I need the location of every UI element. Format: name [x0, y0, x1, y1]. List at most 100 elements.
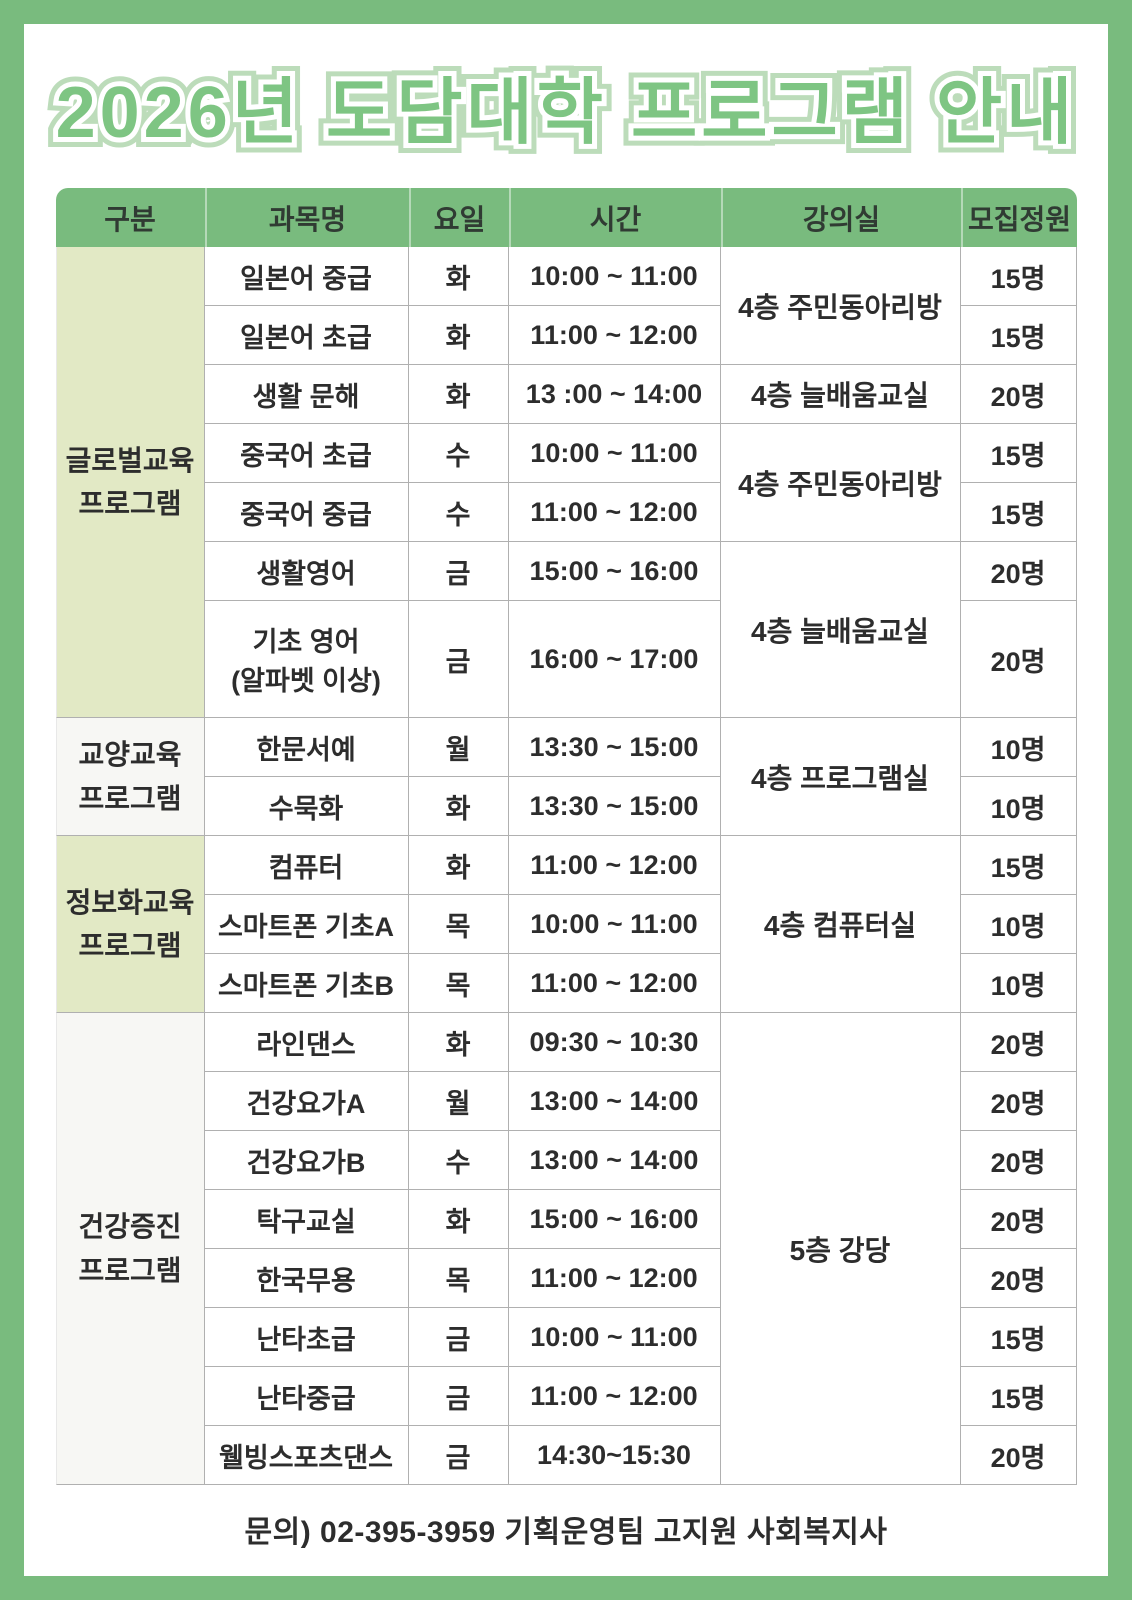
table-row: 스마트폰 기초B 목 11:00 ~ 12:00 10명: [56, 954, 1077, 1013]
cell-time: 15:00 ~ 16:00: [508, 1190, 721, 1249]
table-row: 한국무용 목 11:00 ~ 12:00 20명: [56, 1249, 1077, 1308]
cell-day: 금: [408, 1308, 509, 1367]
cell-time: 11:00 ~ 12:00: [508, 836, 721, 895]
cell-time: 10:00 ~ 11:00: [508, 895, 721, 954]
table-row: 건강증진 프로그램 라인댄스 화 09:30 ~ 10:30 5층 강당 20명: [55, 1013, 1077, 1485]
cell-day: 금: [408, 1367, 509, 1426]
page-title-outline-white: 2026년 도담대학 프로그램 안내: [51, 68, 1078, 158]
cell-subject: 스마트폰 기초B: [204, 954, 409, 1013]
cell-subject: 난타초급: [204, 1308, 409, 1367]
cell-subject: 일본어 중급: [204, 247, 409, 306]
table-row: 웰빙스포츠댄스 금 14:30~15:30 20명: [56, 1426, 1077, 1485]
cell-subject: 건강요가A: [204, 1072, 409, 1131]
cell-day: 수: [408, 483, 509, 542]
cell-time: 10:00 ~ 11:00: [508, 1308, 721, 1367]
cell-capacity: 20명: [960, 365, 1077, 424]
cell-capacity: 20명: [960, 542, 1077, 601]
cell-capacity: 10명: [960, 954, 1077, 1013]
cell-time: 11:00 ~ 12:00: [508, 483, 721, 542]
cell-subject: 일본어 초급: [204, 306, 409, 365]
table-row: 건강요가A 월 13:00 ~ 14:00 20명: [56, 1072, 1077, 1131]
header-time: 시간: [508, 188, 721, 247]
cell-day: 금: [408, 1426, 509, 1485]
cell-room: 4층 늘배움교실: [720, 365, 961, 424]
cell-day: 화: [408, 777, 509, 836]
category-cell-it: 정보화교육 프로그램: [55, 836, 205, 1013]
table-row: 탁구교실 화 15:00 ~ 16:00 20명: [56, 1190, 1077, 1249]
category-cell-liberal: 교양교육 프로그램: [55, 718, 205, 836]
header-category: 구분: [55, 188, 205, 247]
cell-day: 목: [408, 1249, 509, 1308]
cell-subject: 건강요가B: [204, 1131, 409, 1190]
page-title-fill: 2026년 도담대학 프로그램 안내: [55, 73, 1077, 153]
cell-day: 목: [408, 895, 509, 954]
cell-capacity: 20명: [960, 1072, 1077, 1131]
cell-room: 4층 주민동아리방: [720, 424, 961, 542]
cell-time: 13:30 ~ 15:00: [508, 718, 721, 777]
category-cell-global: 글로벌교육 프로그램: [55, 247, 205, 718]
cell-time: 16:00 ~ 17:00: [508, 601, 721, 718]
cell-room: 4층 컴퓨터실: [720, 836, 961, 1013]
cell-subject: 웰빙스포츠댄스: [204, 1426, 409, 1485]
cell-time: 15:00 ~ 16:00: [508, 542, 721, 601]
cell-day: 수: [408, 1131, 509, 1190]
category-cell-health: 건강증진 프로그램: [55, 1013, 205, 1485]
cell-capacity: 10명: [960, 718, 1077, 777]
table-row: 난타중급 금 11:00 ~ 12:00 15명: [56, 1367, 1077, 1426]
cell-time: 09:30 ~ 10:30: [508, 1013, 721, 1072]
cell-time: 11:00 ~ 12:00: [508, 954, 721, 1013]
cell-room: 5층 강당: [720, 1013, 961, 1485]
cell-capacity: 20명: [960, 1249, 1077, 1308]
cell-day: 목: [408, 954, 509, 1013]
cell-day: 화: [408, 306, 509, 365]
cell-capacity: 15명: [960, 836, 1077, 895]
cell-time: 13:30 ~ 15:00: [508, 777, 721, 836]
cell-subject: 중국어 초급: [204, 424, 409, 483]
cell-subject: 중국어 중급: [204, 483, 409, 542]
cell-capacity: 15명: [960, 424, 1077, 483]
title-area: 2026년 도담대학 프로그램 안내 2026년 도담대학 프로그램 안내 20…: [24, 58, 1108, 174]
cell-time: 11:00 ~ 12:00: [508, 306, 721, 365]
table-row: 중국어 초급 수 10:00 ~ 11:00 4층 주민동아리방 15명: [56, 424, 1077, 542]
cell-room: 4층 프로그램실: [720, 718, 961, 836]
cell-day: 월: [408, 718, 509, 777]
table-row: 난타초급 금 10:00 ~ 11:00 15명: [56, 1308, 1077, 1367]
cell-capacity: 15명: [960, 1367, 1077, 1426]
cell-capacity: 20명: [960, 1190, 1077, 1249]
cell-capacity: 10명: [960, 895, 1077, 954]
cell-subject: 생활영어: [204, 542, 409, 601]
cell-subject: 생활 문해: [204, 365, 409, 424]
cell-time: 13:00 ~ 14:00: [508, 1072, 721, 1131]
table-row: 정보화교육 프로그램 컴퓨터 화 11:00 ~ 12:00 4층 컴퓨터실 1…: [55, 836, 1077, 1013]
cell-capacity: 15명: [960, 247, 1077, 306]
table-row: 일본어 초급 화 11:00 ~ 12:00 15명: [56, 306, 1077, 365]
table-row: 중국어 중급 수 11:00 ~ 12:00 15명: [56, 483, 1077, 542]
program-schedule-table: 구분 과목명 요일 시간 강의실 모집정원 글로벌교육 프로그램 일본어 중급 …: [55, 188, 1077, 1485]
contact-info: 문의) 02-395-3959 기획운영팀 고지원 사회복지사: [244, 1516, 888, 1549]
header-subject: 과목명: [204, 188, 409, 247]
header-capacity: 모집정원: [960, 188, 1077, 247]
cell-subject: 컴퓨터: [204, 836, 409, 895]
cell-subject: 라인댄스: [204, 1013, 409, 1072]
cell-capacity: 20명: [960, 601, 1077, 718]
cell-room: 4층 늘배움교실: [720, 542, 961, 718]
cell-capacity: 15명: [960, 1308, 1077, 1367]
header-day: 요일: [408, 188, 509, 247]
cell-subject: 한문서예: [204, 718, 409, 777]
cell-room: 4층 주민동아리방: [720, 247, 961, 365]
table-row: 수묵화 화 13:30 ~ 15:00 10명: [56, 777, 1077, 836]
cell-time: 13 :00 ~ 14:00: [508, 365, 721, 424]
cell-capacity: 20명: [960, 1426, 1077, 1485]
cell-time: 11:00 ~ 12:00: [508, 1367, 721, 1426]
cell-time: 10:00 ~ 11:00: [508, 424, 721, 483]
cell-time: 14:30~15:30: [508, 1426, 721, 1485]
cell-day: 화: [408, 836, 509, 895]
page-title: 2026년 도담대학 프로그램 안내 2026년 도담대학 프로그램 안내 20…: [46, 58, 1083, 168]
page-title-outline-outer: 2026년 도담대학 프로그램 안내: [46, 63, 1083, 163]
cell-capacity: 15명: [960, 483, 1077, 542]
cell-day: 화: [408, 1190, 509, 1249]
cell-day: 금: [408, 601, 509, 718]
table-row: 스마트폰 기초A 목 10:00 ~ 11:00 10명: [56, 895, 1077, 954]
cell-time: 11:00 ~ 12:00: [508, 1249, 721, 1308]
cell-capacity: 10명: [960, 777, 1077, 836]
